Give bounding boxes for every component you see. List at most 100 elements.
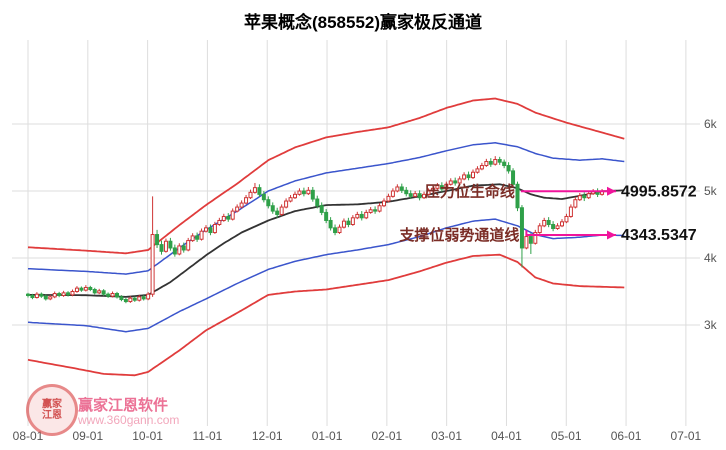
candle	[163, 238, 168, 253]
candle	[172, 244, 177, 257]
watermark-url: www.360gann.com	[78, 413, 180, 427]
candle	[315, 195, 320, 209]
candle	[252, 182, 257, 194]
candle	[439, 182, 444, 192]
candle	[341, 218, 346, 229]
annotation-layer: 压力位生命线 4995.8572 支撑位弱势通道线 4343.5347	[398, 182, 696, 244]
candle	[97, 288, 102, 295]
candle	[248, 189, 253, 200]
candle	[444, 181, 449, 191]
candle	[61, 290, 66, 297]
candle	[52, 291, 57, 299]
candle	[235, 204, 240, 213]
candle	[506, 162, 511, 174]
candle	[244, 195, 249, 205]
candle	[319, 202, 324, 216]
annotation-arrow-support	[525, 230, 616, 236]
arrowhead-icon	[607, 186, 616, 196]
candle	[471, 169, 475, 179]
candle	[324, 209, 329, 224]
candle	[57, 291, 62, 298]
candle	[204, 225, 208, 233]
candle	[34, 292, 39, 299]
candle	[115, 291, 119, 299]
watermark-brand: 赢家江恩软件	[78, 397, 169, 414]
candle	[422, 191, 427, 200]
x-axis-label: 10-01	[132, 429, 163, 443]
candle	[79, 286, 84, 292]
candle	[257, 184, 262, 198]
candle	[430, 185, 435, 193]
candle	[230, 208, 235, 221]
candle	[217, 217, 222, 226]
channel-line-red_lower	[27, 253, 625, 377]
candle	[88, 285, 93, 292]
axis-labels: 08-01 09-01 10-01 11-01 12-01 01-01 02-01 03-01…	[13, 117, 718, 443]
candle	[279, 204, 284, 216]
x-axis-label: 02-01	[371, 429, 402, 443]
channel-line-blue_upper	[27, 142, 625, 275]
candle	[497, 156, 502, 165]
candle	[533, 229, 538, 245]
x-axis-label: 03-01	[431, 429, 462, 443]
annotation-value-pressure: 4995.8572	[621, 183, 697, 200]
candle	[66, 291, 71, 297]
candle	[395, 184, 400, 193]
page-title: 苹果概念(858552)赢家极反通道	[243, 13, 483, 32]
candle	[48, 294, 53, 301]
brand-logo-text-2: 江恩	[42, 410, 62, 421]
candle	[537, 223, 542, 234]
candle	[70, 289, 75, 297]
candle	[141, 295, 146, 301]
candle	[555, 223, 560, 230]
candle	[337, 224, 342, 234]
x-axis-label: 09-01	[72, 429, 103, 443]
candle	[181, 242, 186, 253]
candle	[110, 291, 115, 298]
candle	[364, 209, 369, 220]
candle	[404, 186, 409, 197]
candle	[106, 292, 111, 298]
candle	[195, 232, 200, 242]
candle	[301, 187, 306, 197]
candle	[568, 204, 573, 218]
candle	[560, 219, 564, 228]
candle	[511, 168, 516, 188]
candle	[466, 171, 471, 181]
candle	[270, 202, 275, 214]
candle	[168, 237, 173, 251]
candle	[293, 191, 297, 200]
candle	[502, 159, 507, 169]
y-axis-label: 4k	[704, 251, 718, 265]
y-axis-label: 6k	[704, 117, 718, 131]
candle	[582, 192, 587, 202]
candle	[524, 233, 529, 250]
candle	[417, 190, 422, 201]
candle	[586, 191, 591, 200]
x-axis-label: 05-01	[551, 429, 582, 443]
candle	[546, 217, 551, 228]
candle	[542, 217, 547, 228]
candle	[448, 178, 453, 186]
candle	[150, 196, 155, 297]
candle	[288, 195, 293, 203]
candle	[484, 158, 489, 167]
candle	[132, 296, 137, 302]
brand-logo-text-1: 赢家	[42, 399, 62, 410]
annotation-arrow-pressure	[520, 190, 616, 193]
x-axis-label: 07-01	[671, 429, 702, 443]
candle	[83, 285, 88, 292]
candle	[137, 294, 142, 302]
candle	[457, 176, 462, 185]
candle	[382, 198, 386, 208]
candle	[119, 295, 124, 302]
candle	[239, 200, 244, 209]
x-axis-label: 12-01	[252, 429, 283, 443]
candle	[564, 213, 569, 224]
y-axis-label: 5k	[704, 184, 718, 198]
candles-layer	[26, 156, 605, 304]
candle	[221, 213, 226, 222]
candle	[101, 289, 106, 296]
